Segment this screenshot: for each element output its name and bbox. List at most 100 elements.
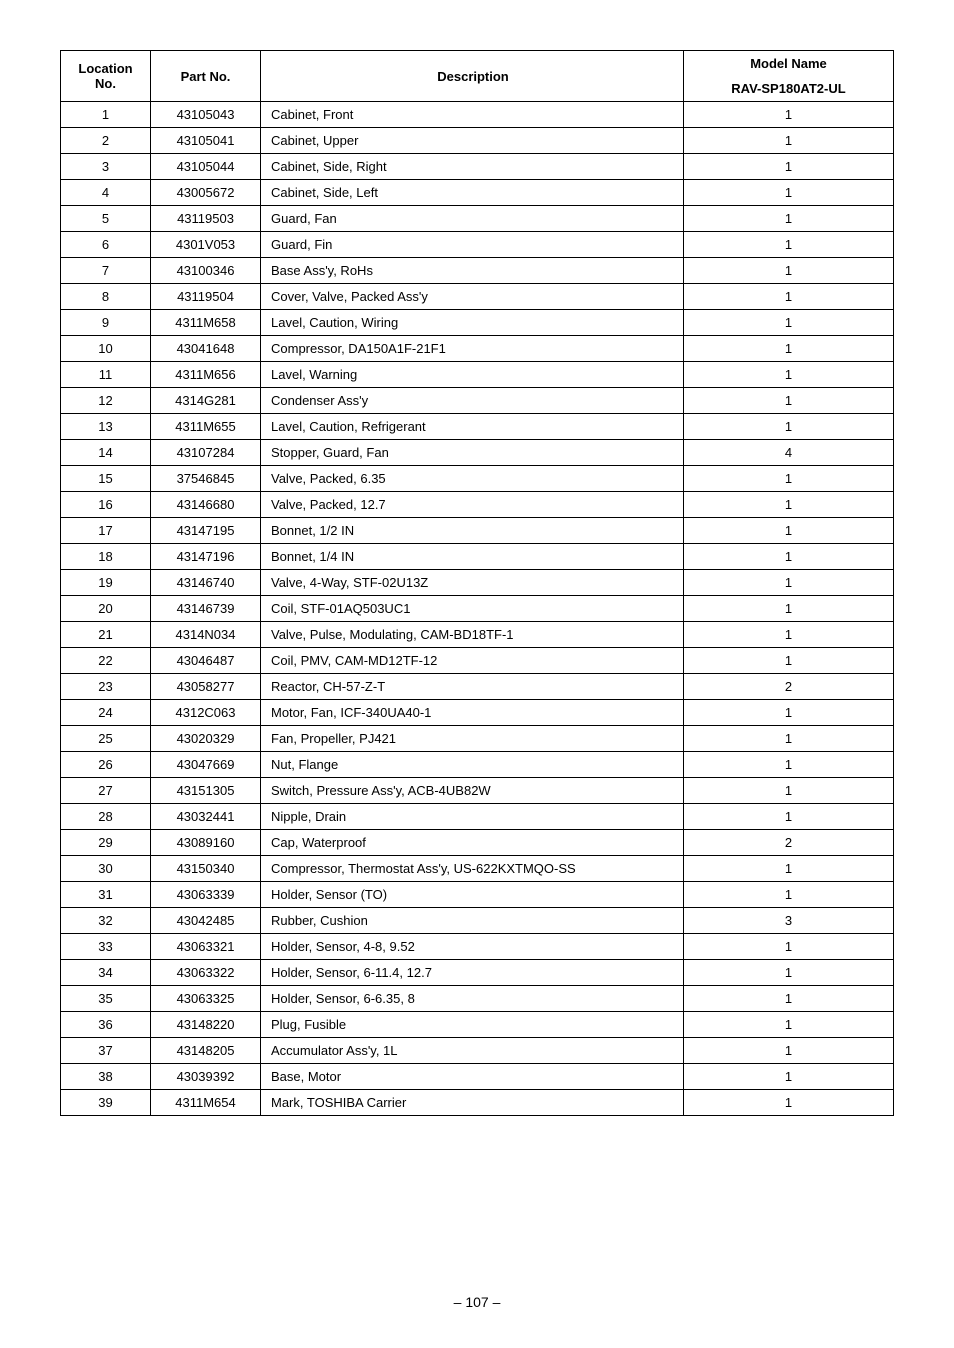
cell-description: Valve, Packed, 6.35 bbox=[261, 466, 684, 492]
cell-part: 43105043 bbox=[151, 102, 261, 128]
table-row: 243105041Cabinet, Upper1 bbox=[61, 128, 894, 154]
cell-location: 2 bbox=[61, 128, 151, 154]
cell-location: 31 bbox=[61, 882, 151, 908]
table-row: 2043146739Coil, STF-01AQ503UC11 bbox=[61, 596, 894, 622]
table-row: 443005672Cabinet, Side, Left1 bbox=[61, 180, 894, 206]
cell-quantity: 1 bbox=[684, 648, 894, 674]
cell-description: Valve, 4-Way, STF-02U13Z bbox=[261, 570, 684, 596]
cell-quantity: 2 bbox=[684, 830, 894, 856]
cell-location: 24 bbox=[61, 700, 151, 726]
cell-part: 43063339 bbox=[151, 882, 261, 908]
cell-part: 43005672 bbox=[151, 180, 261, 206]
cell-part: 43042485 bbox=[151, 908, 261, 934]
cell-part: 43039392 bbox=[151, 1064, 261, 1090]
cell-part: 43151305 bbox=[151, 778, 261, 804]
cell-quantity: 1 bbox=[684, 492, 894, 518]
cell-description: Coil, PMV, CAM-MD12TF-12 bbox=[261, 648, 684, 674]
cell-description: Cover, Valve, Packed Ass'y bbox=[261, 284, 684, 310]
table-row: 3443063322Holder, Sensor, 6-11.4, 12.71 bbox=[61, 960, 894, 986]
cell-description: Condenser Ass'y bbox=[261, 388, 684, 414]
cell-part: 43047669 bbox=[151, 752, 261, 778]
cell-part: 43020329 bbox=[151, 726, 261, 752]
table-row: 1843147196Bonnet, 1/4 IN1 bbox=[61, 544, 894, 570]
cell-description: Bonnet, 1/2 IN bbox=[261, 518, 684, 544]
cell-quantity: 1 bbox=[684, 700, 894, 726]
cell-location: 37 bbox=[61, 1038, 151, 1064]
table-row: 214314N034Valve, Pulse, Modulating, CAM-… bbox=[61, 622, 894, 648]
cell-quantity: 1 bbox=[684, 726, 894, 752]
cell-description: Motor, Fan, ICF-340UA40-1 bbox=[261, 700, 684, 726]
cell-location: 36 bbox=[61, 1012, 151, 1038]
cell-description: Holder, Sensor, 6-6.35, 8 bbox=[261, 986, 684, 1012]
cell-location: 34 bbox=[61, 960, 151, 986]
cell-description: Cabinet, Side, Left bbox=[261, 180, 684, 206]
cell-description: Base Ass'y, RoHs bbox=[261, 258, 684, 284]
cell-part: 4312C063 bbox=[151, 700, 261, 726]
table-row: 3343063321Holder, Sensor, 4-8, 9.521 bbox=[61, 934, 894, 960]
cell-quantity: 1 bbox=[684, 804, 894, 830]
cell-quantity: 2 bbox=[684, 674, 894, 700]
cell-description: Compressor, DA150A1F-21F1 bbox=[261, 336, 684, 362]
cell-location: 13 bbox=[61, 414, 151, 440]
table-row: 1943146740Valve, 4-Way, STF-02U13Z1 bbox=[61, 570, 894, 596]
cell-description: Cap, Waterproof bbox=[261, 830, 684, 856]
cell-description: Mark, TOSHIBA Carrier bbox=[261, 1090, 684, 1116]
table-row: 2843032441Nipple, Drain1 bbox=[61, 804, 894, 830]
table-row: 3143063339Holder, Sensor (TO)1 bbox=[61, 882, 894, 908]
table-row: 394311M654Mark, TOSHIBA Carrier1 bbox=[61, 1090, 894, 1116]
cell-quantity: 4 bbox=[684, 440, 894, 466]
table-row: 64301V053Guard, Fin1 bbox=[61, 232, 894, 258]
header-model-value: RAV-SP180AT2-UL bbox=[684, 76, 894, 102]
cell-description: Valve, Pulse, Modulating, CAM-BD18TF-1 bbox=[261, 622, 684, 648]
cell-description: Guard, Fan bbox=[261, 206, 684, 232]
cell-location: 4 bbox=[61, 180, 151, 206]
table-row: 2743151305Switch, Pressure Ass'y, ACB-4U… bbox=[61, 778, 894, 804]
cell-location: 14 bbox=[61, 440, 151, 466]
cell-quantity: 1 bbox=[684, 1090, 894, 1116]
cell-location: 8 bbox=[61, 284, 151, 310]
table-row: 743100346Base Ass'y, RoHs1 bbox=[61, 258, 894, 284]
cell-part: 4311M654 bbox=[151, 1090, 261, 1116]
table-row: 3243042485Rubber, Cushion3 bbox=[61, 908, 894, 934]
table-row: 343105044Cabinet, Side, Right1 bbox=[61, 154, 894, 180]
header-description: Description bbox=[261, 51, 684, 102]
cell-part: 43105041 bbox=[151, 128, 261, 154]
cell-part: 43119504 bbox=[151, 284, 261, 310]
cell-part: 43148205 bbox=[151, 1038, 261, 1064]
cell-quantity: 1 bbox=[684, 960, 894, 986]
cell-quantity: 1 bbox=[684, 206, 894, 232]
cell-location: 22 bbox=[61, 648, 151, 674]
table-row: 134311M655Lavel, Caution, Refrigerant1 bbox=[61, 414, 894, 440]
cell-part: 43041648 bbox=[151, 336, 261, 362]
cell-location: 7 bbox=[61, 258, 151, 284]
cell-location: 33 bbox=[61, 934, 151, 960]
cell-part: 43147196 bbox=[151, 544, 261, 570]
cell-location: 17 bbox=[61, 518, 151, 544]
cell-location: 29 bbox=[61, 830, 151, 856]
cell-location: 11 bbox=[61, 362, 151, 388]
cell-description: Rubber, Cushion bbox=[261, 908, 684, 934]
cell-description: Plug, Fusible bbox=[261, 1012, 684, 1038]
cell-part: 37546845 bbox=[151, 466, 261, 492]
cell-location: 38 bbox=[61, 1064, 151, 1090]
table-row: 843119504Cover, Valve, Packed Ass'y1 bbox=[61, 284, 894, 310]
page-number: – 107 – bbox=[0, 1294, 954, 1310]
parts-table: Location No. Part No. Description Model … bbox=[60, 50, 894, 1116]
table-row: 1743147195Bonnet, 1/2 IN1 bbox=[61, 518, 894, 544]
cell-quantity: 1 bbox=[684, 518, 894, 544]
cell-part: 43105044 bbox=[151, 154, 261, 180]
cell-description: Nipple, Drain bbox=[261, 804, 684, 830]
cell-quantity: 1 bbox=[684, 128, 894, 154]
cell-description: Accumulator Ass'y, 1L bbox=[261, 1038, 684, 1064]
cell-location: 1 bbox=[61, 102, 151, 128]
table-row: 3743148205Accumulator Ass'y, 1L1 bbox=[61, 1038, 894, 1064]
header-model-name: Model Name bbox=[684, 51, 894, 77]
cell-part: 43147195 bbox=[151, 518, 261, 544]
cell-quantity: 1 bbox=[684, 1064, 894, 1090]
cell-part: 4311M658 bbox=[151, 310, 261, 336]
table-row: 2643047669Nut, Flange1 bbox=[61, 752, 894, 778]
cell-location: 18 bbox=[61, 544, 151, 570]
cell-description: Compressor, Thermostat Ass'y, US-622KXTM… bbox=[261, 856, 684, 882]
cell-location: 28 bbox=[61, 804, 151, 830]
cell-quantity: 1 bbox=[684, 570, 894, 596]
